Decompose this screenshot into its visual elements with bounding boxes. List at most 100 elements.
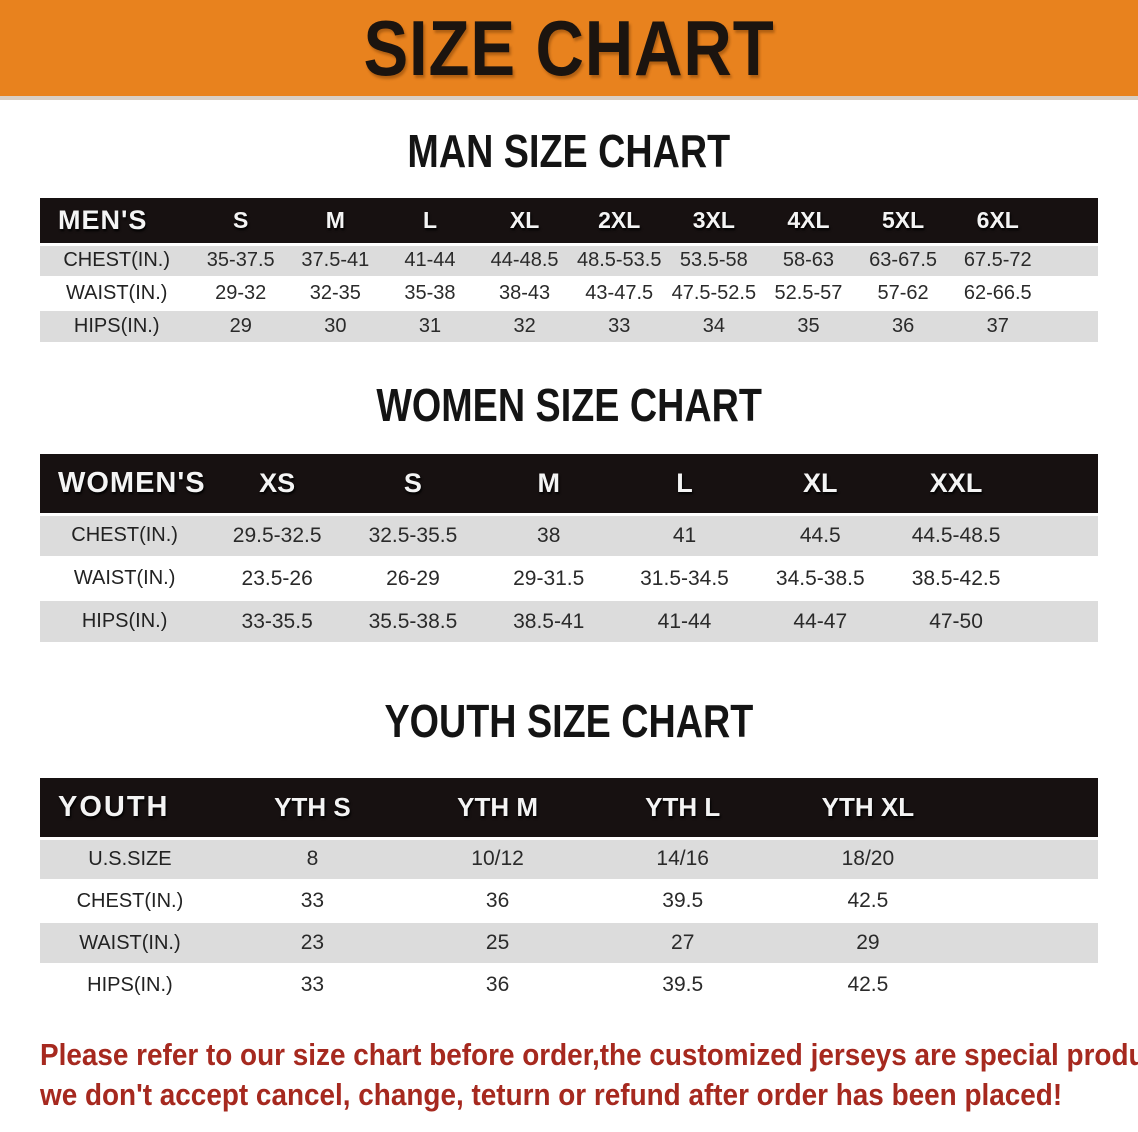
table-corner-label: MEN'S: [40, 198, 194, 246]
size-column-header: YTH XL: [775, 778, 961, 840]
measure-value: 25: [405, 922, 591, 965]
measure-label: U.S.SIZE: [40, 838, 220, 881]
measure-value: 36: [855, 310, 951, 344]
measure-label: CHEST(IN.): [40, 880, 220, 923]
filler-cell: [960, 880, 1098, 923]
measure-value: 44-48.5: [477, 244, 572, 278]
size-column-header: M: [288, 198, 383, 246]
measure-value: 35.5-38.5: [345, 600, 481, 644]
measure-value: 27: [590, 922, 776, 965]
measure-value: 14/16: [590, 838, 776, 881]
measure-value: 32: [477, 310, 572, 344]
table-row: WAIST(IN.) 23 25 27 29: [40, 922, 1098, 965]
size-column-header: 5XL: [855, 198, 951, 246]
measure-value: 29: [775, 922, 961, 965]
measure-value: 8: [219, 838, 405, 881]
youth-size-chart-heading: YOUTH SIZE CHART: [0, 694, 1138, 748]
size-column-header: S: [193, 198, 289, 246]
measure-value: 33: [571, 310, 667, 344]
measure-value: 18/20: [775, 838, 961, 881]
disclaimer-line-1: Please refer to our size chart before or…: [40, 1037, 1138, 1072]
measure-value: 44-47: [752, 600, 889, 644]
measure-value: 36: [405, 880, 591, 923]
table-row: WAIST(IN.) 23.5-26 26-29 29-31.5 31.5-34.5 34…: [40, 557, 1098, 601]
table-row: U.S.SIZE 8 10/12 14/16 18/20: [40, 838, 1098, 881]
women-size-table: WOMEN'S XS S M L XL XXL CHEST(IN.) 29.5-32.5 32.5…: [40, 454, 1098, 644]
measure-value: 31.5-34.5: [616, 557, 753, 601]
table-header-row: YOUTH YTH S YTH M YTH L YTH XL: [40, 778, 1098, 840]
measure-value: 35-37.5: [193, 244, 289, 278]
measure-value: 23.5-26: [209, 557, 346, 601]
measure-value: 32-35: [288, 277, 383, 311]
measure-label: HIPS(IN.): [40, 310, 194, 344]
measure-label: CHEST(IN.): [40, 514, 210, 558]
measure-value: 42.5: [775, 964, 961, 1007]
measure-label: CHEST(IN.): [40, 244, 194, 278]
size-column-header: 3XL: [666, 198, 762, 246]
filler-cell: [960, 778, 1098, 840]
measure-value: 57-62: [855, 277, 951, 311]
measure-value: 62-66.5: [950, 277, 1046, 311]
measure-value: 39.5: [590, 964, 776, 1007]
measure-value: 52.5-57: [761, 277, 856, 311]
measure-label: HIPS(IN.): [40, 964, 220, 1007]
filler-cell: [1023, 454, 1098, 516]
size-column-header: XXL: [888, 454, 1024, 516]
measure-value: 26-29: [345, 557, 481, 601]
measure-value: 30: [288, 310, 383, 344]
measure-value: 48.5-53.5: [571, 244, 667, 278]
measure-value: 42.5: [775, 880, 961, 923]
man-size-chart-heading-text: MAN SIZE CHART: [407, 125, 731, 177]
order-disclaimer: Please refer to our size chart before or…: [40, 1035, 1138, 1115]
measure-label: WAIST(IN.): [40, 277, 194, 311]
measure-value: 33-35.5: [209, 600, 346, 644]
measure-value: 53.5-58: [666, 244, 762, 278]
measure-value: 47.5-52.5: [666, 277, 762, 311]
measure-value: 41-44: [382, 244, 478, 278]
filler-cell: [960, 922, 1098, 965]
man-size-chart-heading: MAN SIZE CHART: [0, 124, 1138, 178]
size-column-header: S: [345, 454, 481, 516]
table-row: HIPS(IN.) 33-35.5 35.5-38.5 38.5-41 41-44 44-…: [40, 600, 1098, 644]
measure-value: 38-43: [477, 277, 572, 311]
table-row: CHEST(IN.) 29.5-32.5 32.5-35.5 38 41 44.5 44.5…: [40, 514, 1098, 558]
table-corner-label: WOMEN'S: [40, 454, 210, 516]
measure-value: 43-47.5: [571, 277, 667, 311]
measure-value: 44.5: [752, 514, 889, 558]
measure-value: 37: [950, 310, 1046, 344]
measure-value: 47-50: [888, 600, 1024, 644]
measure-value: 10/12: [405, 838, 591, 881]
measure-value: 29-32: [193, 277, 289, 311]
measure-value: 63-67.5: [855, 244, 951, 278]
banner-title: SIZE CHART: [363, 3, 775, 92]
measure-value: 29.5-32.5: [209, 514, 346, 558]
filler-cell: [1023, 600, 1098, 644]
size-column-header: YTH M: [405, 778, 591, 840]
measure-label: WAIST(IN.): [40, 557, 210, 601]
measure-value: 38.5-42.5: [888, 557, 1024, 601]
measure-value: 31: [382, 310, 478, 344]
size-column-header: XL: [752, 454, 889, 516]
measure-value: 35: [761, 310, 856, 344]
table-row: HIPS(IN.) 33 36 39.5 42.5: [40, 964, 1098, 1007]
filler-cell: [1023, 514, 1098, 558]
size-column-header: L: [382, 198, 478, 246]
filler-cell: [1023, 557, 1098, 601]
filler-cell: [960, 838, 1098, 881]
size-column-header: L: [616, 454, 753, 516]
size-column-header: XS: [209, 454, 346, 516]
size-column-header: 2XL: [571, 198, 667, 246]
filler-cell: [960, 964, 1098, 1007]
measure-value: 34.5-38.5: [752, 557, 889, 601]
measure-value: 41: [616, 514, 753, 558]
measure-value: 23: [219, 922, 405, 965]
table-row: WAIST(IN.) 29-32 32-35 35-38 38-43 43-47.5 47.…: [40, 277, 1098, 311]
measure-value: 36: [405, 964, 591, 1007]
size-column-header: M: [480, 454, 617, 516]
measure-value: 44.5-48.5: [888, 514, 1024, 558]
filler-cell: [1045, 310, 1098, 344]
measure-value: 38: [480, 514, 617, 558]
women-size-chart-heading-text: WOMEN SIZE CHART: [376, 379, 762, 431]
measure-value: 29: [193, 310, 289, 344]
size-column-header: 6XL: [950, 198, 1046, 246]
